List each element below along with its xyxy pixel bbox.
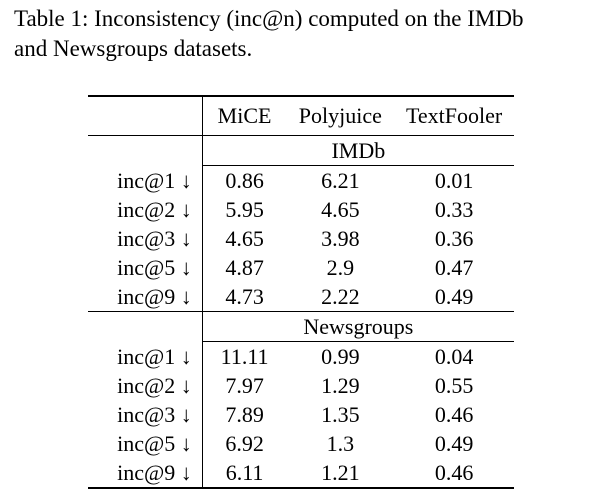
row-label: inc@9 ↓ bbox=[88, 458, 203, 488]
table-cell: 0.46 bbox=[434, 460, 474, 485]
table-cell: 5.95 bbox=[225, 197, 264, 222]
row-label: inc@3 ↓ bbox=[88, 224, 203, 253]
column-header-row: MiCE Polyjuice TextFooler bbox=[88, 96, 514, 136]
row-label: inc@1 ↓ bbox=[88, 165, 203, 195]
section-header-row: IMDb bbox=[88, 135, 514, 166]
table-cell: 4.87 bbox=[225, 255, 264, 280]
table-cell: 0.04 bbox=[434, 344, 474, 369]
table-row: inc@9 ↓ 4.73 2.22 0.49 bbox=[88, 282, 514, 312]
row-label: inc@1 ↓ bbox=[88, 341, 203, 371]
results-table: MiCE Polyjuice TextFooler IMDb inc@1 ↓ 0.8… bbox=[88, 95, 514, 489]
row-label: inc@2 ↓ bbox=[88, 371, 203, 400]
table-cell: 0.49 bbox=[434, 431, 474, 456]
table-cell: 1.35 bbox=[321, 402, 360, 427]
table-cell: 0.33 bbox=[434, 197, 474, 222]
table-row: inc@3 ↓ 4.65 3.98 0.36 bbox=[88, 224, 514, 253]
table-row: inc@3 ↓ 7.89 1.35 0.46 bbox=[88, 400, 514, 429]
table-cell: 7.97 bbox=[225, 373, 264, 398]
caption-line-1: Table 1: Inconsistency (inc@n) computed … bbox=[14, 6, 524, 31]
section-label-spacer bbox=[88, 311, 203, 342]
table-cell: 7.89 bbox=[225, 402, 264, 427]
table-row: inc@9 ↓ 6.11 1.21 0.46 bbox=[88, 458, 514, 488]
table-cell: 0.99 bbox=[321, 344, 360, 369]
table-row: inc@1 ↓ 0.86 6.21 0.01 bbox=[88, 165, 514, 195]
caption-line-2: and Newsgroups datasets. bbox=[14, 36, 253, 61]
table-cell: 2.9 bbox=[326, 255, 355, 280]
table-row: inc@5 ↓ 4.87 2.9 0.47 bbox=[88, 253, 514, 282]
table-cell: 0.49 bbox=[434, 284, 474, 309]
table-cell: 0.36 bbox=[434, 226, 474, 251]
table-cell: 11.11 bbox=[220, 344, 269, 369]
table-cell: 1.3 bbox=[326, 431, 355, 456]
section-title: Newsgroups bbox=[202, 311, 514, 342]
table-cell: 6.21 bbox=[321, 168, 360, 193]
table-caption: Table 1: Inconsistency (inc@n) computed … bbox=[14, 4, 610, 64]
column-header-mice: MiCE bbox=[217, 103, 272, 128]
table-row: inc@5 ↓ 6.92 1.3 0.49 bbox=[88, 429, 514, 458]
table-cell: 1.21 bbox=[321, 460, 360, 485]
table-row: inc@2 ↓ 5.95 4.65 0.33 bbox=[88, 195, 514, 224]
column-header-polyjuice: Polyjuice bbox=[298, 103, 382, 128]
table-cell: 6.11 bbox=[225, 460, 264, 485]
table-cell: 0.55 bbox=[434, 373, 474, 398]
table-row: inc@2 ↓ 7.97 1.29 0.55 bbox=[88, 371, 514, 400]
table-cell: 6.92 bbox=[225, 431, 264, 456]
table-cell: 0.86 bbox=[225, 168, 264, 193]
row-label: inc@5 ↓ bbox=[88, 253, 203, 282]
table-cell: 1.29 bbox=[321, 373, 360, 398]
table-cell: 0.46 bbox=[434, 402, 474, 427]
table-cell: 0.47 bbox=[434, 255, 474, 280]
table-cell: 2.22 bbox=[321, 284, 360, 309]
table-cell: 4.65 bbox=[225, 226, 264, 251]
section-title: IMDb bbox=[202, 135, 514, 166]
row-label: inc@9 ↓ bbox=[88, 282, 203, 312]
table-row: inc@1 ↓ 11.11 0.99 0.04 bbox=[88, 341, 514, 371]
table-cell: 3.98 bbox=[321, 226, 360, 251]
table-cell: 0.01 bbox=[434, 168, 474, 193]
section-header-row: Newsgroups bbox=[88, 311, 514, 342]
row-label: inc@2 ↓ bbox=[88, 195, 203, 224]
table-cell: 4.73 bbox=[225, 284, 264, 309]
column-header-textfooler: TextFooler bbox=[405, 103, 503, 128]
corner-cell bbox=[88, 96, 203, 136]
row-label: inc@3 ↓ bbox=[88, 400, 203, 429]
section-label-spacer bbox=[88, 135, 203, 166]
row-label: inc@5 ↓ bbox=[88, 429, 203, 458]
table-cell: 4.65 bbox=[321, 197, 360, 222]
results-table-body: MiCE Polyjuice TextFooler IMDb inc@1 ↓ 0.8… bbox=[88, 96, 514, 488]
